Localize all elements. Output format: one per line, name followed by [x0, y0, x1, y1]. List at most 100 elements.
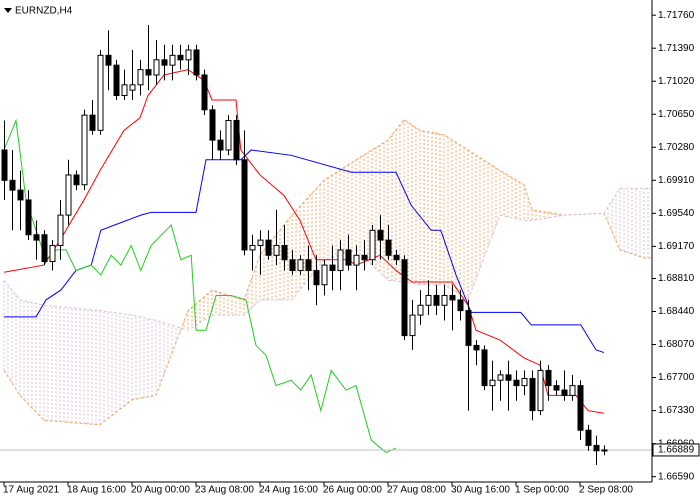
x-tick-label: 18 Aug 16:00 — [67, 485, 126, 496]
x-tick-label: 30 Aug 16:00 — [451, 485, 510, 496]
candle-body — [321, 264, 328, 286]
candle-body — [105, 54, 112, 66]
candle-body — [497, 374, 504, 381]
candle-body — [289, 259, 296, 271]
candle-body — [441, 294, 448, 306]
candle-body — [401, 259, 408, 337]
candle-body — [49, 244, 56, 263]
candle-body — [361, 254, 368, 261]
candle-body — [177, 54, 184, 61]
candle-body — [33, 234, 40, 241]
candle-body — [425, 294, 432, 306]
candle-body — [433, 294, 440, 306]
candle-body — [193, 49, 200, 76]
candle-body — [337, 249, 344, 271]
candle-body — [329, 264, 336, 271]
indicator-line — [3, 118, 397, 454]
candle-body — [417, 304, 424, 316]
candle-body — [57, 214, 64, 246]
y-tick-label: 1.71760 — [658, 10, 695, 21]
candle-body — [393, 254, 400, 261]
candle-body — [345, 249, 352, 266]
candle-body — [233, 120, 240, 161]
candle-body — [553, 385, 560, 391]
candle-body — [385, 239, 392, 256]
y-tick-label: 1.66590 — [658, 471, 695, 482]
y-tick-label: 1.68810 — [658, 273, 695, 284]
candle-body — [137, 69, 144, 86]
candle-body — [9, 179, 16, 191]
candle-body — [521, 377, 528, 387]
candle-body — [217, 139, 224, 151]
candle-body — [113, 64, 120, 97]
candle-body — [265, 239, 272, 256]
candle-body — [537, 369, 544, 412]
y-tick-label: 1.71020 — [658, 76, 695, 87]
y-tick-label: 1.69540 — [658, 208, 695, 219]
candle-body — [489, 379, 496, 387]
candle-body — [473, 344, 480, 351]
candle-body — [257, 239, 264, 246]
candle-body — [161, 59, 168, 66]
candle-body — [25, 199, 32, 236]
candle-body — [1, 149, 8, 181]
y-tick-label: 1.67700 — [658, 372, 695, 383]
candle-body — [305, 259, 312, 271]
candle-body — [209, 109, 216, 141]
candle-body — [529, 377, 536, 412]
y-tick-label: 1.69910 — [658, 175, 695, 186]
candle-body — [89, 114, 96, 131]
candle-body — [561, 389, 568, 396]
y-tick-label: 1.68070 — [658, 339, 695, 350]
candle-body — [129, 84, 136, 91]
candle-body — [17, 189, 24, 201]
x-tick-label: 23 Aug 08:00 — [195, 485, 254, 496]
plot-area — [0, 24, 652, 466]
y-tick-label: 1.70280 — [658, 142, 695, 153]
candle-body — [81, 114, 88, 186]
symbol-menu-arrow[interactable] — [4, 8, 12, 13]
candle-body — [249, 244, 256, 251]
x-tick-label: 17 Aug 2021 — [3, 485, 60, 496]
x-tick-label: 1 Sep 00:00 — [515, 485, 569, 496]
candle-body — [73, 174, 80, 186]
price-label: 1.66889 — [658, 445, 695, 456]
price-label-box — [652, 443, 700, 457]
candle-body — [353, 254, 360, 266]
x-tick-label: 20 Aug 00:00 — [131, 485, 190, 496]
candle-body — [465, 310, 472, 346]
candle-body — [409, 314, 416, 337]
x-tick-label: 26 Aug 00:00 — [323, 485, 382, 496]
candle-body — [225, 120, 232, 151]
y-tick-label: 1.70650 — [658, 109, 695, 120]
candle-body — [377, 229, 384, 241]
candle-body — [513, 379, 520, 387]
candle-body — [481, 349, 488, 387]
candle-body — [281, 244, 288, 261]
cloud-edge — [3, 118, 652, 426]
candle-body — [545, 369, 552, 387]
symbol-label: EURNZD,H4 — [15, 6, 73, 17]
candle-body — [585, 429, 592, 446]
candle-body — [185, 49, 192, 61]
x-tick-label: 24 Aug 16:00 — [259, 485, 318, 496]
candle-body — [593, 444, 600, 452]
candle-body — [145, 69, 152, 76]
candle-body — [313, 269, 320, 286]
candle-body — [201, 74, 208, 111]
candle-body — [97, 54, 104, 131]
candle-body — [169, 54, 176, 66]
y-tick-label: 1.69170 — [658, 241, 695, 252]
candle-body — [449, 294, 456, 301]
y-tick-label: 1.68440 — [658, 306, 695, 317]
candle-body — [369, 229, 376, 261]
candle-body — [241, 159, 248, 251]
candle-body — [273, 244, 280, 256]
candle-body — [297, 259, 304, 271]
x-tick-label: 27 Aug 08:00 — [387, 485, 446, 496]
candle-body — [457, 299, 464, 312]
candle-body — [41, 234, 48, 263]
